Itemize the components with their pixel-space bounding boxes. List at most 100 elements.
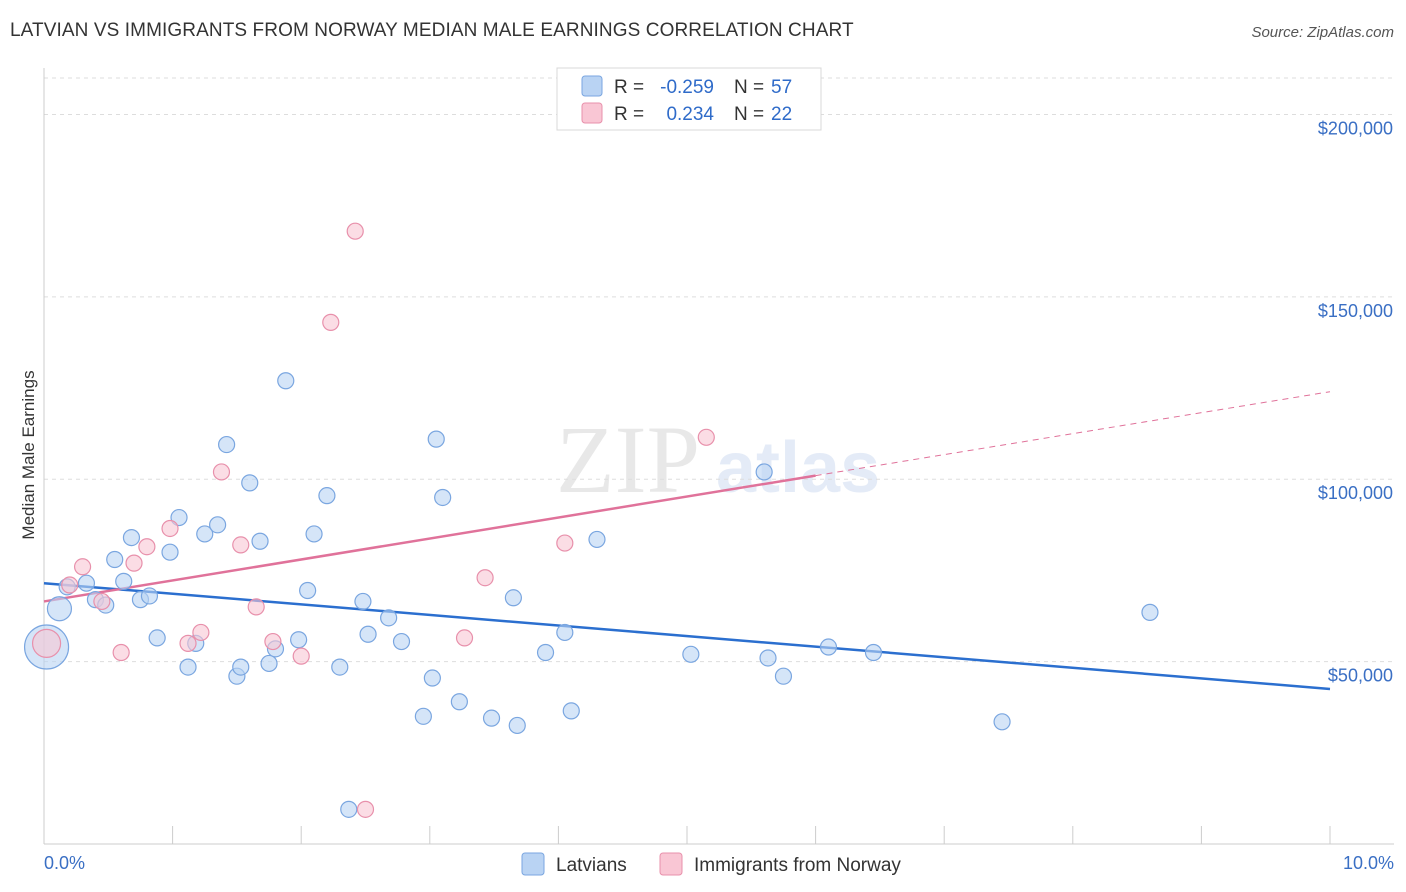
latvians-point-52 <box>819 638 838 656</box>
norway-point-2 <box>73 558 92 576</box>
latvians-point-42 <box>504 589 522 607</box>
watermark: ZIP atlas <box>556 406 880 513</box>
norway-point-3 <box>93 592 111 611</box>
latvians-point-43 <box>508 716 526 735</box>
latvians-point-50 <box>759 649 777 667</box>
chart-title: LATVIAN VS IMMIGRANTS FROM NORWAY MEDIAN… <box>10 20 854 41</box>
latvians-point-36 <box>414 707 432 725</box>
norway-points <box>31 222 715 818</box>
norway-point-7 <box>161 519 179 538</box>
latvians-point-7 <box>115 572 133 590</box>
latvians-point-54 <box>993 713 1011 731</box>
legend-n-label-2: N = <box>734 104 764 125</box>
gridlines <box>44 77 1394 663</box>
x-tick-label-min: 0.0% <box>44 853 85 873</box>
latvians-point-55 <box>1141 603 1159 621</box>
bottom-norway-label: Immigrants from Norway <box>694 855 901 876</box>
legend-r-value-2: 0.234 <box>666 104 714 125</box>
norway-point-8 <box>179 634 197 652</box>
norway-point-20 <box>556 534 574 552</box>
axes <box>43 68 1394 845</box>
norway-point-0 <box>31 628 62 658</box>
legend-r-label-2: R = <box>614 104 644 125</box>
latvians-point-49 <box>755 463 773 481</box>
norway-point-1 <box>61 576 79 594</box>
legend-n-value-1: 57 <box>771 77 792 98</box>
latvians-point-12 <box>161 543 179 561</box>
latvians-point-51 <box>774 667 793 685</box>
bottom-latvians-label: Latvians <box>556 855 627 876</box>
norway-point-5 <box>125 554 143 572</box>
norway-point-14 <box>292 647 310 665</box>
latvians-point-31 <box>340 800 358 818</box>
latvians-point-39 <box>434 488 452 507</box>
latvians-point-35 <box>392 632 411 651</box>
y-tick-label-200000: $200,000 <box>1318 118 1393 138</box>
latvians-swatch <box>581 75 603 97</box>
latvians-point-32 <box>354 592 372 611</box>
latvians-point-47 <box>588 530 606 549</box>
latvians-point-44 <box>536 643 555 662</box>
bottom-latvians-swatch <box>521 852 545 876</box>
latvians-point-16 <box>196 525 214 543</box>
latvians-point-21 <box>241 474 259 492</box>
latvians-point-1 <box>46 596 73 622</box>
series-legend: Latvians Immigrants from Norway <box>521 852 901 876</box>
latvians-point-6 <box>106 550 124 569</box>
y-tick-label-150000: $150,000 <box>1318 301 1393 321</box>
latvians-point-11 <box>148 629 166 647</box>
norway-point-19 <box>476 569 494 587</box>
norway-point-15 <box>322 313 340 331</box>
latvians-point-30 <box>331 658 349 676</box>
latvians-point-25 <box>277 372 295 390</box>
legend-r-label-1: R = <box>614 77 644 98</box>
y-tick-labels: $50,000 $100,000 $150,000 $200,000 <box>1318 118 1393 685</box>
norway-point-11 <box>232 536 250 554</box>
latvians-point-34 <box>380 609 398 627</box>
latvians-point-17 <box>209 516 227 534</box>
norway-point-6 <box>138 538 156 556</box>
latvians-point-53 <box>864 643 883 662</box>
latvians-points <box>23 372 1159 818</box>
norway-point-17 <box>356 800 375 818</box>
bottom-norway-swatch <box>659 852 683 876</box>
legend-n-value-2: 22 <box>771 104 792 125</box>
y-tick-label-100000: $100,000 <box>1318 483 1393 503</box>
norway-point-21 <box>697 428 715 446</box>
latvians-point-48 <box>682 645 700 663</box>
latvians-point-10 <box>140 587 159 605</box>
latvians-point-40 <box>450 693 468 711</box>
latvians-point-18 <box>218 435 236 454</box>
norway-trend-extension <box>815 391 1331 477</box>
legend-n-label-1: N = <box>734 77 764 98</box>
stats-legend: R = -0.259 N = 57 R = 0.234 N = 22 <box>556 67 822 131</box>
watermark-zip: ZIP <box>556 406 700 513</box>
norway-point-9 <box>192 623 210 642</box>
watermark-atlas: atlas <box>716 428 880 508</box>
latvians-point-46 <box>562 702 580 720</box>
x-tick-label-max: 10.0% <box>1343 853 1394 873</box>
latvians-point-22 <box>251 532 269 550</box>
y-tick-label-50000: $50,000 <box>1328 666 1393 686</box>
latvians-point-37 <box>423 669 441 687</box>
norway-swatch <box>581 102 603 124</box>
norway-point-4 <box>112 643 130 662</box>
norway-point-18 <box>455 629 474 647</box>
latvians-point-3 <box>77 574 96 592</box>
norway-point-16 <box>346 222 364 240</box>
source-credit: Source: ZipAtlas.com <box>1251 24 1394 41</box>
latvians-point-41 <box>482 709 501 727</box>
latvians-point-14 <box>179 658 197 676</box>
latvians-point-26 <box>290 631 308 649</box>
norway-point-13 <box>264 632 282 651</box>
latvians-point-38 <box>427 430 445 448</box>
latvians-point-8 <box>122 528 141 547</box>
latvians-point-20 <box>232 658 250 676</box>
norway-point-12 <box>247 598 265 616</box>
latvians-point-23 <box>260 654 278 673</box>
norway-trend-line <box>43 474 816 603</box>
norway-point-10 <box>212 463 231 481</box>
latvians-point-27 <box>299 581 317 600</box>
legend-r-value-1: -0.259 <box>660 77 714 98</box>
